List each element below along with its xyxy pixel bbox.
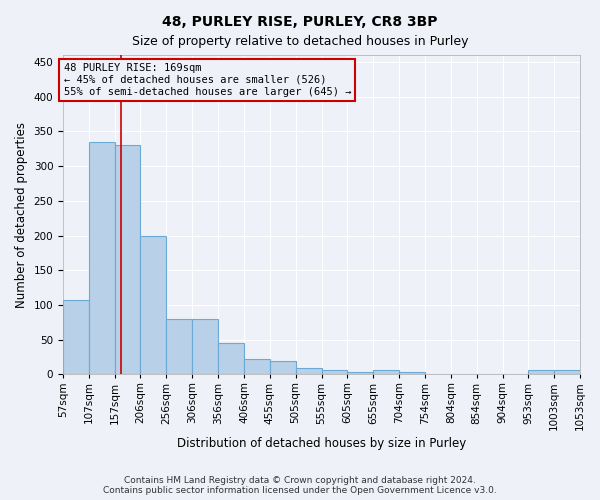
Bar: [63, 300, 89, 374]
Bar: [244, 358, 269, 374]
Text: 48, PURLEY RISE, PURLEY, CR8 3BP: 48, PURLEY RISE, PURLEY, CR8 3BP: [162, 15, 438, 29]
Text: Contains HM Land Registry data © Crown copyright and database right 2024.
Contai: Contains HM Land Registry data © Crown c…: [103, 476, 497, 495]
Bar: [399, 372, 425, 374]
Text: Size of property relative to detached houses in Purley: Size of property relative to detached ho…: [132, 35, 468, 48]
Bar: [115, 146, 140, 374]
Bar: [192, 319, 218, 374]
Bar: [296, 368, 322, 374]
Bar: [373, 370, 399, 374]
Y-axis label: Number of detached properties: Number of detached properties: [15, 122, 28, 308]
Bar: [322, 370, 347, 374]
Text: 48 PURLEY RISE: 169sqm
← 45% of detached houses are smaller (526)
55% of semi-de: 48 PURLEY RISE: 169sqm ← 45% of detached…: [64, 64, 351, 96]
X-axis label: Distribution of detached houses by size in Purley: Distribution of detached houses by size …: [177, 437, 466, 450]
Bar: [528, 370, 554, 374]
Bar: [166, 319, 192, 374]
Bar: [347, 372, 373, 374]
Bar: [140, 236, 166, 374]
Bar: [89, 142, 115, 374]
Bar: [554, 370, 580, 374]
Bar: [218, 343, 244, 374]
Bar: [269, 360, 296, 374]
